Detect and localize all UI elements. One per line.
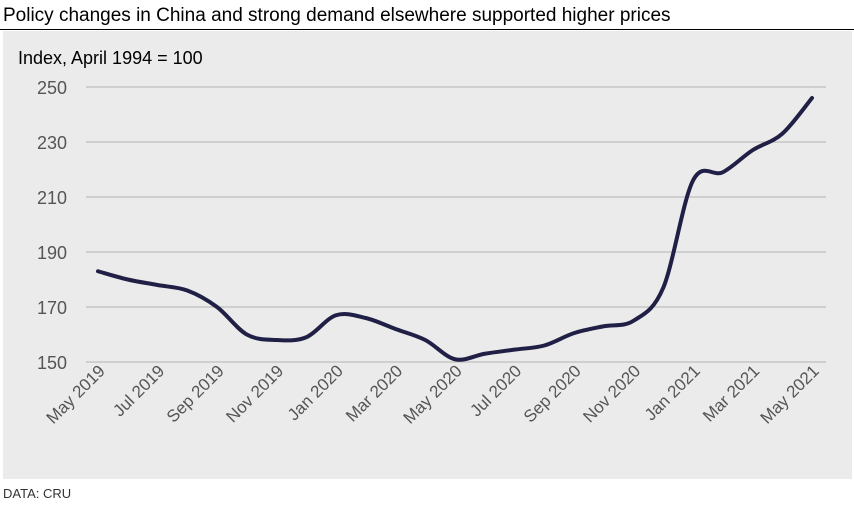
y-axis-label: Index, April 1994 = 100 xyxy=(18,48,203,68)
y-tick-label: 210 xyxy=(37,188,67,208)
x-tick-label: Jul 2020 xyxy=(466,361,525,420)
y-tick-label: 230 xyxy=(37,133,67,153)
y-tick-label: 150 xyxy=(37,353,67,373)
y-tick-label: 250 xyxy=(37,78,67,98)
x-tick-label: Nov 2020 xyxy=(579,361,644,426)
x-tick-label: May 2020 xyxy=(400,361,466,427)
y-tick-label: 190 xyxy=(37,243,67,263)
x-tick-label: Sep 2020 xyxy=(520,361,585,426)
y-tick-label: 170 xyxy=(37,298,67,318)
series-line-index xyxy=(96,96,814,362)
title-divider xyxy=(0,29,854,30)
x-tick-label: Jan 2020 xyxy=(284,361,347,424)
data-source: DATA: CRU xyxy=(3,486,72,501)
x-tick-label: Mar 2020 xyxy=(342,361,406,425)
x-tick-label: Nov 2019 xyxy=(222,361,287,426)
x-tick-label: Jul 2019 xyxy=(109,361,168,420)
x-tick-label: Mar 2021 xyxy=(699,361,763,425)
chart-panel xyxy=(3,31,852,479)
x-tick-label: May 2021 xyxy=(757,361,823,427)
x-tick-label: Jan 2021 xyxy=(641,361,704,424)
x-tick-label: Sep 2019 xyxy=(163,361,228,426)
chart-title: Policy changes in China and strong deman… xyxy=(3,5,671,26)
